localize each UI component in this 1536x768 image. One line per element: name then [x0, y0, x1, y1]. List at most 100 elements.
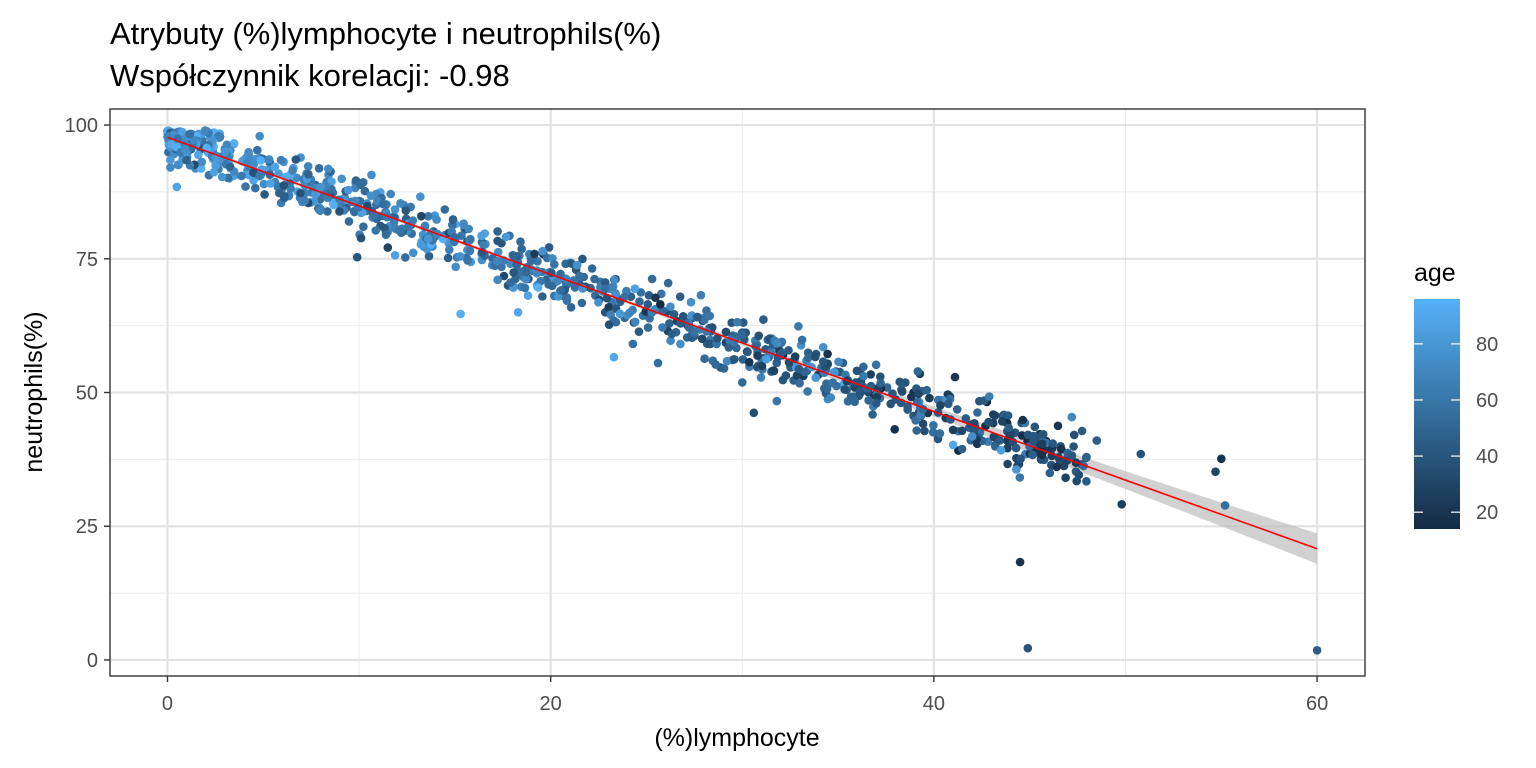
data-point [988, 410, 998, 419]
data-point [215, 132, 225, 142]
data-point [329, 200, 338, 210]
data-point [804, 353, 813, 363]
data-point [914, 389, 923, 399]
data-point [300, 196, 310, 206]
legend-tick-label: 60 [1476, 390, 1498, 412]
data-point [611, 317, 621, 327]
data-point [738, 378, 747, 387]
data-point [711, 360, 720, 369]
data-point [1092, 436, 1102, 445]
data-point [1057, 445, 1066, 454]
data-point [604, 320, 614, 330]
data-point [689, 328, 699, 337]
data-point [286, 184, 295, 193]
data-point [840, 385, 849, 394]
data-point [794, 364, 804, 374]
data-point [1039, 430, 1048, 439]
data-point [705, 311, 715, 321]
data-point [356, 233, 366, 243]
data-point [457, 231, 466, 240]
data-point [1069, 442, 1078, 451]
data-point [721, 327, 731, 337]
trend-line-group [167, 136, 1318, 550]
data-point [526, 256, 536, 266]
data-point [499, 271, 509, 281]
data-point [344, 217, 354, 226]
data-point [818, 342, 828, 352]
data-point [803, 387, 812, 396]
data-point [693, 312, 702, 322]
data-point [390, 251, 400, 260]
data-point [1016, 454, 1025, 464]
data-point [303, 162, 313, 171]
data-point [666, 302, 675, 312]
data-point [1053, 421, 1063, 431]
data-point [696, 290, 706, 300]
data-point [920, 426, 929, 436]
data-point [509, 268, 518, 277]
data-point [241, 182, 250, 191]
data-point [249, 160, 259, 169]
data-point [1067, 451, 1077, 460]
data-point [587, 264, 597, 273]
data-point [251, 183, 260, 193]
data-point [255, 131, 264, 141]
data-point [952, 405, 962, 414]
data-point [1015, 473, 1025, 482]
data-point [948, 440, 958, 450]
data-point [516, 237, 525, 246]
data-point [754, 331, 763, 341]
data-point [665, 319, 674, 328]
data-point [948, 425, 958, 435]
data-point [897, 387, 907, 396]
data-point [448, 215, 458, 224]
data-point [772, 396, 782, 406]
data-point [957, 426, 967, 436]
data-point [859, 371, 868, 381]
data-point [390, 205, 400, 214]
y-tick-label: 25 [76, 516, 98, 538]
data-point [401, 253, 410, 262]
x-tick-label: 20 [540, 693, 562, 715]
data-point [493, 256, 502, 266]
data-point [356, 180, 365, 190]
data-point [200, 126, 210, 135]
data-point [544, 280, 553, 289]
data-point [922, 385, 931, 395]
data-point [1312, 646, 1322, 655]
data-point [608, 282, 618, 291]
data-point [259, 179, 269, 189]
data-point [304, 170, 313, 179]
data-point [872, 399, 881, 408]
data-point [762, 355, 771, 364]
data-point [513, 308, 523, 317]
data-point [396, 199, 405, 208]
data-point [1018, 415, 1028, 425]
data-point [209, 167, 219, 177]
data-point [973, 408, 982, 417]
data-point [1037, 439, 1047, 449]
data-point [367, 170, 376, 180]
data-point [296, 188, 305, 198]
data-point [998, 417, 1007, 426]
data-point [477, 231, 486, 241]
legend-tick-label: 80 [1476, 334, 1498, 356]
data-point [828, 378, 838, 387]
data-point [1004, 423, 1013, 433]
data-point [163, 132, 172, 142]
data-point [790, 352, 800, 361]
data-point [553, 276, 563, 286]
data-point [337, 174, 347, 184]
y-axis-ticks: 0 25 50 75 100 [65, 115, 110, 672]
data-point [220, 147, 230, 156]
data-point [890, 425, 899, 434]
data-point [466, 234, 475, 244]
legend-ticks: 20 40 60 80 [1414, 334, 1498, 524]
data-point [521, 274, 531, 284]
data-point [509, 251, 519, 261]
data-point [501, 232, 511, 242]
data-point [895, 377, 904, 387]
data-point [834, 357, 843, 367]
trend-line [167, 136, 1318, 550]
data-point [719, 364, 729, 373]
